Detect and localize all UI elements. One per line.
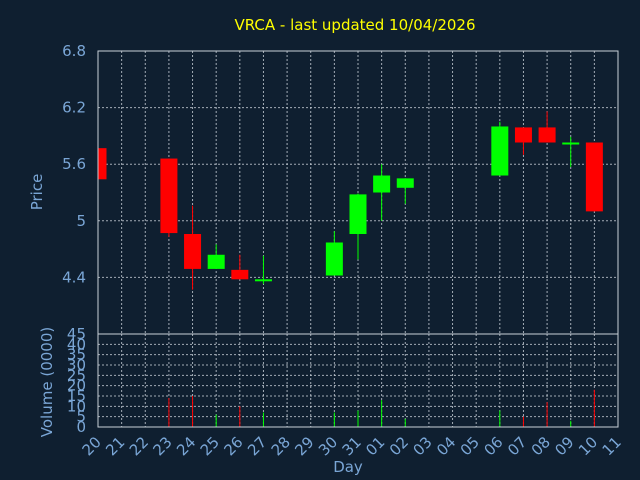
price-tick-label: 4.4 [62, 268, 86, 286]
volume-layer [168, 389, 595, 427]
candle-body [160, 158, 178, 234]
candle-body [373, 175, 391, 193]
candle-body [562, 142, 580, 145]
volume-tick-label: 35 [67, 346, 86, 364]
price-tick-label: 5 [76, 212, 86, 230]
volume-tick-label: 0 [76, 418, 86, 436]
candle-body [254, 279, 272, 282]
volume-tick-label: 20 [67, 377, 86, 395]
price-tick-label: 6.2 [62, 99, 86, 117]
candle-body [184, 234, 202, 269]
candle-body [396, 178, 414, 188]
candle-body [231, 269, 249, 280]
price-tick-label: 5.6 [62, 155, 86, 173]
grid-layer [98, 51, 618, 427]
volume-tick-label: 25 [67, 366, 86, 384]
chart-title: VRCA - last updated 10/04/2026 [234, 16, 475, 34]
price-axis-label: Price [28, 174, 46, 211]
volume-tick-label: 10 [67, 397, 86, 415]
volume-tick-label: 15 [67, 387, 86, 405]
volume-panel-frame [97, 333, 619, 428]
candle-body [585, 142, 603, 212]
candle-body [538, 127, 556, 143]
candle-body [325, 242, 343, 276]
candle-body [98, 148, 107, 180]
volume-tick-label: 30 [67, 356, 86, 374]
volume-tick-label: 40 [67, 335, 86, 353]
price-tick-label: 6.8 [62, 42, 86, 60]
volume-tick-label: 5 [76, 408, 86, 426]
volume-axis-label: Volume (0000) [38, 327, 56, 437]
candle-body [207, 254, 225, 269]
candle-body [514, 127, 532, 143]
x-axis-label: Day [333, 458, 363, 476]
candle-body [491, 126, 509, 176]
candle-body [349, 194, 367, 235]
volume-tick-label: 45 [67, 325, 86, 343]
